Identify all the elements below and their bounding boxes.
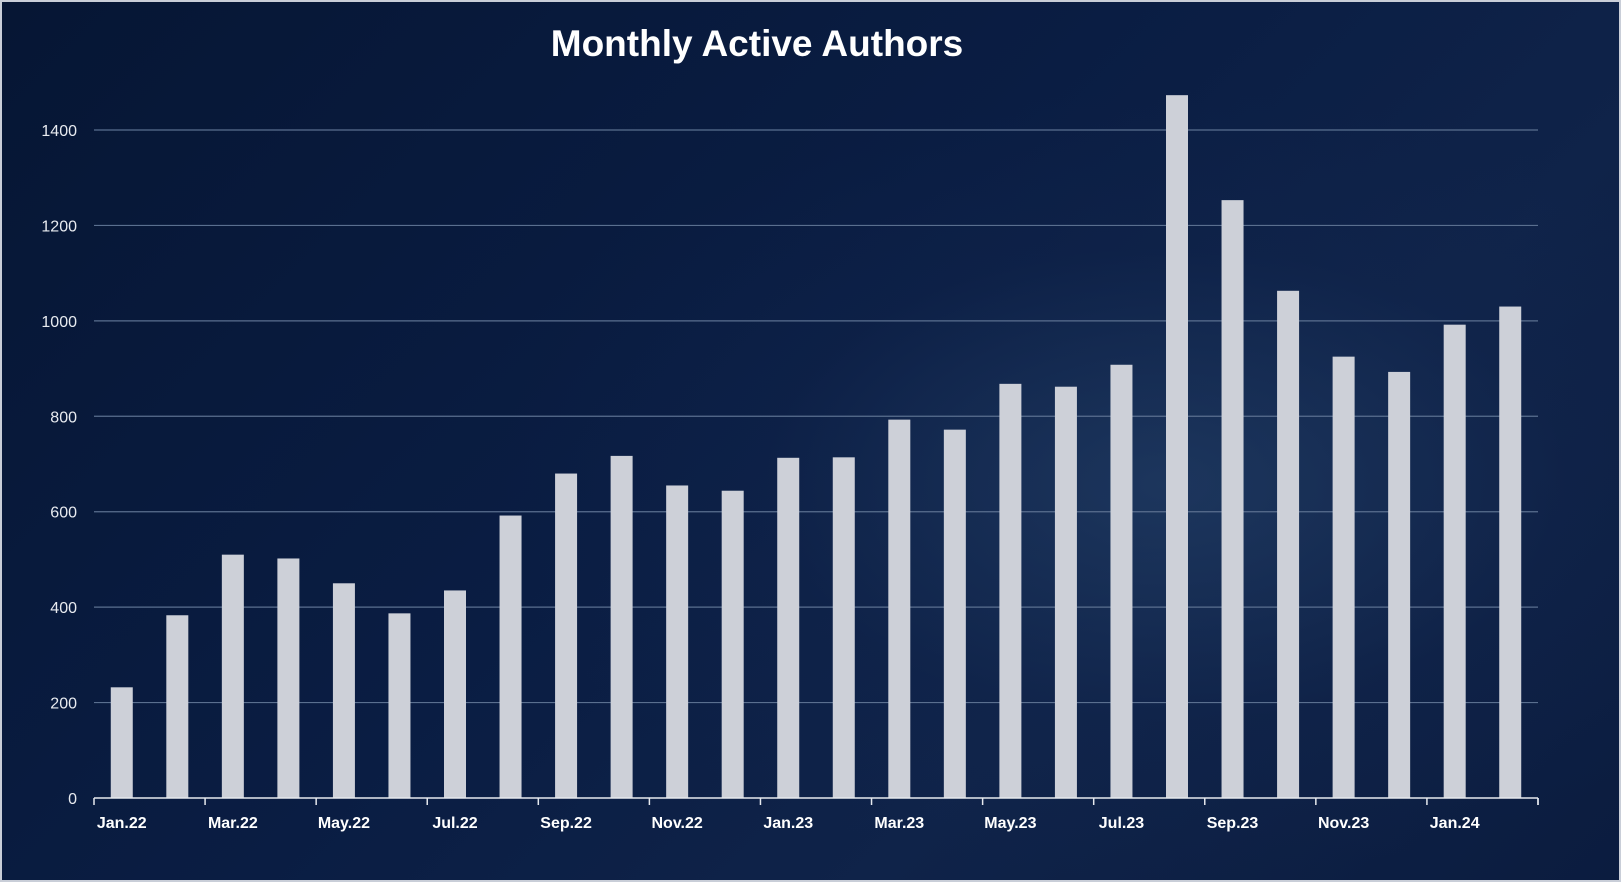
x-tick-label: Sep.23 — [1207, 815, 1259, 832]
bar-Jan.23 — [777, 457, 800, 798]
x-axis: Jan.22 Mar.22 May.22 Jul.22 Sep.22 Nov.22 Jan.… — [93, 797, 1539, 832]
y-tick-label: 1200 — [41, 218, 77, 235]
bar-Apr.22 — [277, 558, 300, 798]
x-tick-label: Jan.24 — [1430, 815, 1480, 832]
y-axis-ticks: 0 200 400 600 800 1000 1200 1400 — [41, 123, 77, 808]
bar-Jul.23 — [1110, 364, 1133, 798]
x-tick-label: Jan.23 — [763, 815, 813, 832]
bar-Jul.22 — [444, 590, 466, 798]
y-tick-label: 1000 — [41, 314, 77, 331]
bar-Oct.22 — [610, 455, 633, 798]
bar-Aug.22 — [499, 515, 522, 798]
bar-Feb.24 — [1499, 306, 1522, 798]
bar-May.22 — [332, 583, 355, 798]
bar-Jan.22 — [110, 687, 133, 798]
bar-Mar.23 — [888, 419, 911, 798]
x-tick-label: Mar.23 — [874, 815, 924, 832]
bar-May.23 — [999, 383, 1022, 798]
y-tick-label: 600 — [50, 505, 77, 522]
x-tick-label: Mar.22 — [208, 815, 258, 832]
chart-title: Monthly Active Authors — [551, 23, 964, 64]
x-tick-label: Jan.22 — [97, 815, 147, 832]
x-tick-label: May.22 — [318, 815, 370, 832]
bar-Jun.23 — [1054, 386, 1077, 798]
x-tick-label: May.23 — [984, 815, 1036, 832]
gridlines — [94, 129, 1538, 704]
bar-Feb.22 — [166, 615, 189, 798]
y-tick-label: 800 — [50, 409, 77, 426]
bar-Sep.22 — [555, 473, 578, 798]
bar-Feb.23 — [832, 457, 855, 798]
bars — [110, 95, 1522, 798]
bar-Dec.23 — [1388, 371, 1411, 798]
bar-Aug.23 — [1166, 95, 1188, 798]
bar-Dec.22 — [721, 490, 744, 798]
x-tick-label: Nov.23 — [1318, 815, 1369, 832]
y-tick-label: 1400 — [41, 123, 77, 140]
bar-Sep.23 — [1221, 200, 1244, 798]
bar-Nov.23 — [1332, 356, 1355, 798]
y-tick-label: 0 — [68, 791, 77, 808]
x-tick-label: Nov.22 — [652, 815, 703, 832]
x-tick-label: Sep.22 — [540, 815, 592, 832]
bar-Apr.23 — [943, 429, 966, 798]
bar-Nov.22 — [666, 485, 689, 798]
y-tick-label: 200 — [50, 696, 77, 713]
x-tick-label: Jul.23 — [1099, 815, 1144, 832]
bar-Oct.23 — [1277, 290, 1300, 798]
bar-Jun.22 — [388, 613, 411, 798]
x-tick-label: Jul.22 — [432, 815, 477, 832]
bar-Mar.22 — [221, 554, 244, 798]
y-tick-label: 400 — [50, 600, 77, 617]
bar-Jan.24 — [1443, 324, 1466, 798]
